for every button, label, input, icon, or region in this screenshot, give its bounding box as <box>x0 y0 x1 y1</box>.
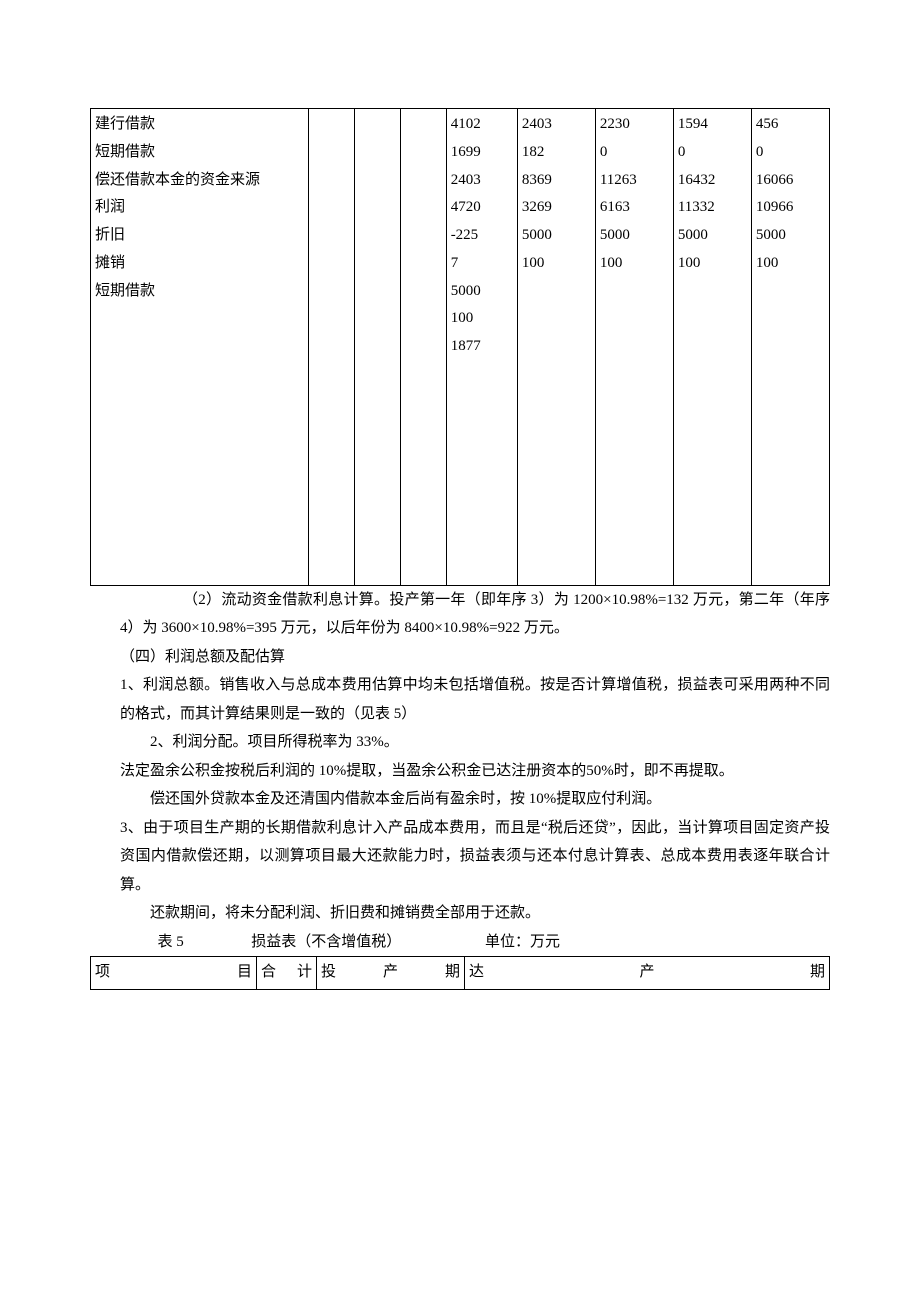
cell-value: 11263 <box>600 167 669 195</box>
paragraph: 3、由于项目生产期的长期借款利息计入产品成本费用，而且是“税后还贷”，因此，当计… <box>90 814 830 900</box>
header-cell: 项目 <box>91 957 257 990</box>
cell-value: 5000 <box>522 222 591 250</box>
cell-value: 5000 <box>600 222 669 250</box>
cell-value: 8369 <box>522 167 591 195</box>
cell-value: 6163 <box>600 194 669 222</box>
row-label: 利润 <box>95 194 304 222</box>
row-label: 建行借款 <box>95 111 304 139</box>
cell-value: 100 <box>600 250 669 278</box>
loan-table: 建行借款 短期借款 偿还借款本金的资金来源 利润 折旧 摊销 短期借款 4102… <box>90 108 830 586</box>
table-caption: 表 5 损益表（不含增值税） 单位：万元 <box>90 928 830 957</box>
paragraph: （2）流动资金借款利息计算。投产第一年（即年序 3）为 1200×10.98%=… <box>90 586 830 643</box>
cell-value: 1594 <box>678 111 747 139</box>
header-cell: 投产期 <box>317 957 465 990</box>
header-cell: 合计 <box>257 957 317 990</box>
cell-value: 3269 <box>522 194 591 222</box>
cell-value: -225 <box>451 222 513 250</box>
paragraph: （四）利润总额及配估算 <box>90 643 830 672</box>
paragraph: 2、利润分配。项目所得税率为 33%。 <box>90 728 830 757</box>
paragraph: 偿还国外贷款本金及还清国内借款本金后尚有盈余时，按 10%提取应付利润。 <box>90 785 830 814</box>
cell-value: 182 <box>522 139 591 167</box>
empty-cell <box>354 109 400 586</box>
row-label: 折旧 <box>95 222 304 250</box>
cell-value: 4102 <box>451 111 513 139</box>
cell-value: 0 <box>600 139 669 167</box>
cell-value: 5000 <box>756 222 825 250</box>
data-cell: 1594 0 16432 11332 5000 100 <box>673 109 751 586</box>
data-cell: 2403 182 8369 3269 5000 100 <box>517 109 595 586</box>
empty-cell <box>309 109 355 586</box>
cell-value: 2403 <box>522 111 591 139</box>
cell-value: 100 <box>522 250 591 278</box>
row-label: 摊销 <box>95 250 304 278</box>
cell-value: 1699 <box>451 139 513 167</box>
paragraph: 法定盈余公积金按税后利润的 10%提取，当盈余公积金已达注册资本的50%时，即不… <box>90 757 830 786</box>
table-row: 建行借款 短期借款 偿还借款本金的资金来源 利润 折旧 摊销 短期借款 4102… <box>91 109 830 586</box>
page: 建行借款 短期借款 偿还借款本金的资金来源 利润 折旧 摊销 短期借款 4102… <box>0 0 920 1302</box>
row-label: 偿还借款本金的资金来源 <box>95 167 304 195</box>
cell-value: 16066 <box>756 167 825 195</box>
row-label: 短期借款 <box>95 278 304 306</box>
cell-value: 100 <box>756 250 825 278</box>
cell-value: 100 <box>451 305 513 333</box>
cell-value: 4720 <box>451 194 513 222</box>
cell-value: 1877 <box>451 333 513 361</box>
row-labels-cell: 建行借款 短期借款 偿还借款本金的资金来源 利润 折旧 摊销 短期借款 <box>91 109 309 586</box>
cell-value: 2230 <box>600 111 669 139</box>
cell-value: 5000 <box>678 222 747 250</box>
cell-value: 10966 <box>756 194 825 222</box>
cell-value: 5000 <box>451 278 513 306</box>
table-header-row: 项目 合计 投产期 达产期 <box>91 957 830 990</box>
data-cell: 2230 0 11263 6163 5000 100 <box>595 109 673 586</box>
cell-value: 2403 <box>451 167 513 195</box>
cell-value: 11332 <box>678 194 747 222</box>
cell-value: 100 <box>678 250 747 278</box>
paragraph: 1、利润总额。销售收入与总成本费用估算中均未包括增值税。按是否计算增值税，损益表… <box>90 671 830 728</box>
header-cell: 达产期 <box>465 957 830 990</box>
cell-value: 7 <box>451 250 513 278</box>
cell-value: 0 <box>756 139 825 167</box>
cell-value: 0 <box>678 139 747 167</box>
row-label: 短期借款 <box>95 139 304 167</box>
caption-right: 单位：万元 <box>485 928 560 957</box>
data-cell: 456 0 16066 10966 5000 100 <box>751 109 829 586</box>
profit-loss-table: 项目 合计 投产期 达产期 <box>90 956 830 990</box>
caption-mid: 损益表（不含增值税） <box>251 928 481 957</box>
cell-value: 456 <box>756 111 825 139</box>
paragraph: 还款期间，将未分配利润、折旧费和摊销费全部用于还款。 <box>90 899 830 928</box>
caption-left: 表 5 <box>158 928 248 957</box>
empty-cell <box>400 109 446 586</box>
data-cell: 4102 1699 2403 4720 -225 7 5000 100 1877 <box>446 109 517 586</box>
cell-value: 16432 <box>678 167 747 195</box>
